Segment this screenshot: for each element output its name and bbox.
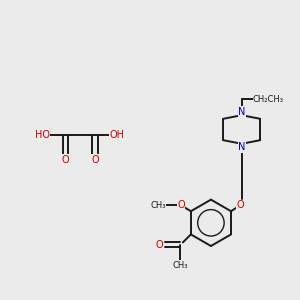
Text: CH₃: CH₃ <box>173 260 188 269</box>
Text: CH₃: CH₃ <box>150 201 166 210</box>
Text: N: N <box>238 107 245 117</box>
Text: N: N <box>238 142 245 152</box>
Text: O: O <box>237 200 244 210</box>
Text: CH₂CH₃: CH₂CH₃ <box>253 95 284 104</box>
Text: O: O <box>91 154 99 164</box>
Text: HO: HO <box>35 130 50 140</box>
Text: OH: OH <box>109 130 124 140</box>
Text: O: O <box>177 200 185 210</box>
Text: O: O <box>156 240 164 250</box>
Text: O: O <box>61 154 69 164</box>
